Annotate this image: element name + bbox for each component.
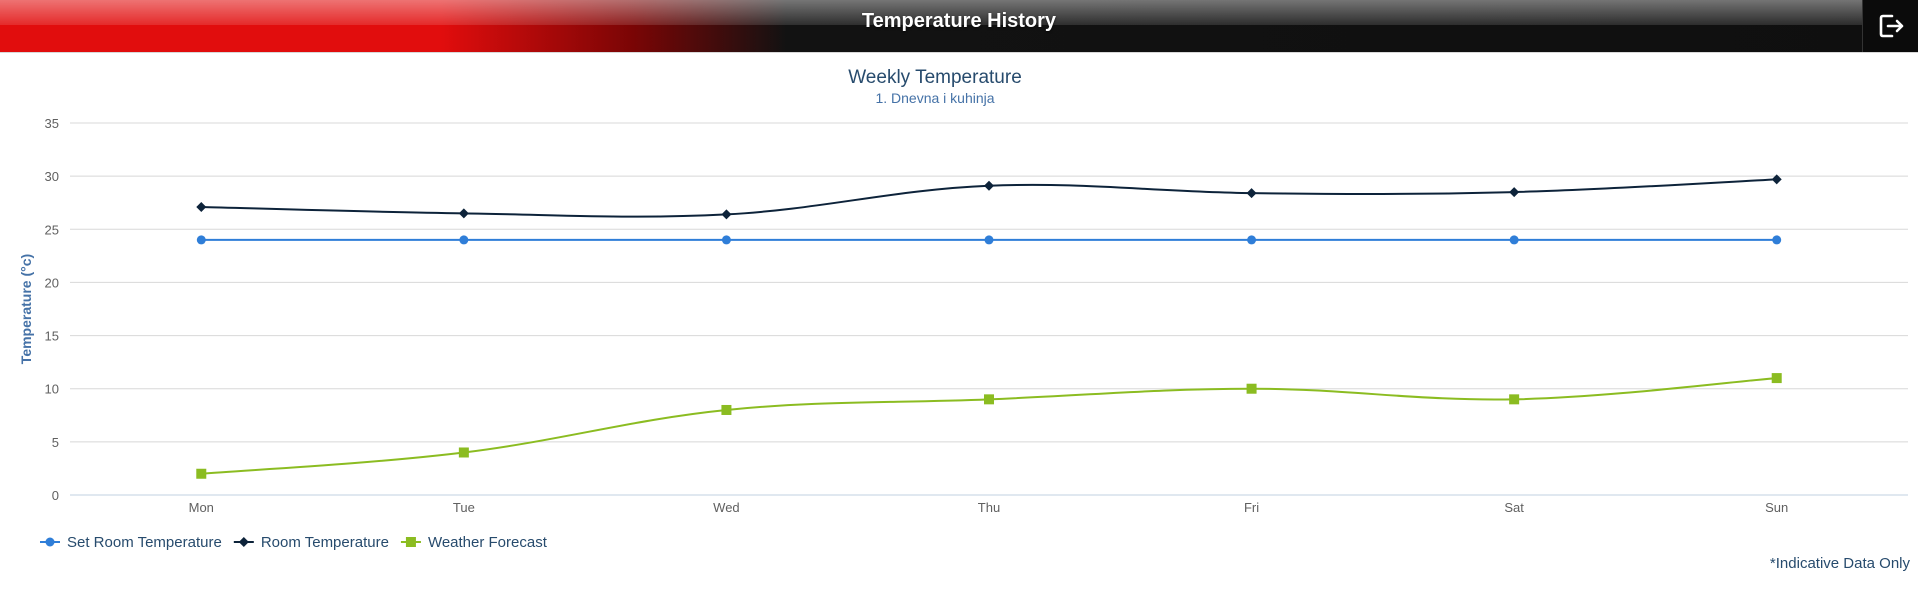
- page-title: Temperature History: [861, 10, 1057, 32]
- set-room-temperature-point: [984, 235, 994, 245]
- footnote: *Indicative Data Only: [1769, 555, 1910, 572]
- room-temperature-point: [1246, 188, 1257, 199]
- weather-forecast-point: [1509, 394, 1520, 405]
- y-tick-label: 25: [45, 222, 59, 237]
- chart-subtitle: 1. Dnevna i kuhinja: [875, 90, 994, 106]
- y-tick-label: 35: [45, 116, 59, 131]
- x-tick-label: Thu: [978, 500, 1000, 515]
- x-axis-ticks: Mon Tue Wed Thu Fri Sat Sun: [189, 500, 1789, 515]
- legend-marker: [45, 537, 55, 547]
- room-temperature-point: [721, 209, 732, 220]
- room-temperature-point: [458, 208, 469, 219]
- series-set-room-temperature: [196, 235, 1782, 245]
- weather-forecast-point: [1246, 383, 1257, 394]
- series-weather-forecast: [196, 373, 1782, 479]
- app-header: Temperature History: [0, 0, 1918, 52]
- y-tick-label: 5: [52, 435, 59, 450]
- y-tick-label: 30: [45, 169, 59, 184]
- legend-item-weather-forecast: Weather Forecast: [400, 534, 548, 551]
- y-tick-label: 0: [52, 488, 59, 503]
- chart-title: Weekly Temperature: [848, 67, 1022, 88]
- weather-forecast-point: [196, 468, 207, 479]
- legend-label: Weather Forecast: [428, 534, 548, 551]
- weather-forecast-point: [984, 394, 994, 405]
- y-tick-label: 10: [45, 382, 59, 397]
- gridlines: [70, 122, 1908, 496]
- weather-forecast-line: [201, 377, 1777, 475]
- logout-button[interactable]: [1862, 0, 1918, 52]
- legend-item-set-room-temperature: Set Room Temperature: [40, 534, 222, 551]
- room-temperature-point: [1771, 174, 1782, 185]
- set-room-temperature-point: [1509, 235, 1519, 245]
- temperature-chart: Weekly Temperature 1. Dnevna i kuhinja T…: [18, 67, 1908, 551]
- set-room-temperature-point: [1247, 235, 1257, 245]
- legend-label: Room Temperature: [261, 534, 389, 551]
- set-room-temperature-point: [721, 235, 731, 245]
- series-lines: [196, 174, 1782, 479]
- y-tick-label: 15: [45, 329, 59, 344]
- header-divider: [0, 52, 1918, 53]
- y-tick-label: 20: [45, 275, 59, 290]
- y-axis-title: Temperature (°c): [18, 254, 34, 364]
- room-temperature-point: [984, 180, 994, 191]
- x-tick-label: Tue: [453, 500, 475, 515]
- legend-marker: [238, 537, 249, 547]
- x-tick-label: Sat: [1504, 500, 1524, 515]
- logout-icon: [1879, 14, 1903, 38]
- legend-item-room-temperature: Room Temperature: [233, 534, 389, 551]
- room-temperature-point: [196, 201, 207, 212]
- legend-label: Set Room Temperature: [67, 534, 222, 551]
- room-temperature-point: [1509, 187, 1520, 198]
- set-room-temperature-point: [196, 235, 206, 245]
- x-tick-label: Wed: [713, 500, 740, 515]
- set-room-temperature-point: [1772, 235, 1782, 245]
- x-tick-label: Sun: [1765, 500, 1788, 515]
- y-axis-ticks: 0 5 10 15 20 25 30 35: [45, 116, 59, 503]
- chart-legend: Set Room Temperature Room Temperature Weat…: [40, 534, 548, 551]
- weather-forecast-point: [458, 447, 469, 458]
- x-tick-label: Fri: [1244, 500, 1259, 515]
- weather-forecast-point: [1771, 373, 1782, 384]
- legend-marker: [405, 537, 416, 547]
- set-room-temperature-point: [459, 235, 469, 245]
- series-room-temperature: [196, 174, 1782, 220]
- weather-forecast-point: [721, 404, 732, 415]
- x-tick-label: Mon: [189, 500, 214, 515]
